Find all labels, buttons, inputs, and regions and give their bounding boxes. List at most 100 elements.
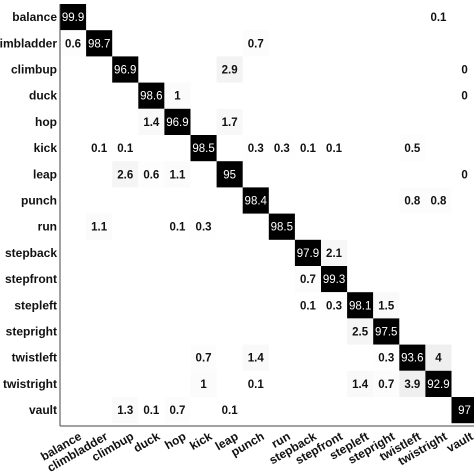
heatmap-cell-vault-hop [164, 397, 191, 424]
heatmap-cell-run-hop [164, 213, 191, 240]
y-tick-label-stepright: stepright [6, 325, 57, 339]
cell-value-label: 96.9 [114, 65, 136, 77]
heatmap-cell-kick-twistleft [399, 135, 426, 162]
cell-value-label: 1.4 [352, 379, 369, 391]
heatmap-cell-leap-leap [216, 161, 243, 188]
cell-value-label: 0.1 [430, 12, 447, 24]
y-tick-label-duck: duck [29, 89, 57, 103]
y-tick-label-vault: vault [29, 403, 57, 417]
cell-value-label: 1 [200, 379, 207, 391]
cell-value-label: 1.1 [169, 169, 186, 181]
heatmap-cell-duck-hop [164, 82, 191, 109]
heatmap-cell-leap-vault [451, 161, 474, 188]
y-tick-label-climbup: climbup [11, 63, 57, 77]
y-tick-label-kick: kick [34, 141, 58, 155]
cell-value-label: 1.5 [378, 300, 395, 312]
cell-value-label: 0.1 [326, 143, 343, 155]
heatmap-cell-stepright-stepleft [347, 318, 374, 345]
cell-value-label: 0.3 [196, 222, 212, 234]
cell-value-label: 92.9 [427, 379, 449, 391]
heatmap-cell-twistright-stepleft [347, 370, 374, 397]
y-tick-label-twistright: twistright [3, 377, 57, 391]
heatmap-cell-kick-kick [190, 135, 217, 162]
heatmap-cell-kick-punch [242, 135, 269, 162]
heatmap-cell-vault-leap [216, 397, 243, 424]
cell-value-label: 1.3 [117, 405, 133, 417]
y-tick-label-climbladder: climbladder [0, 36, 57, 50]
heatmap-cell-kick-climbup [112, 135, 139, 162]
cell-value-label: 2.6 [117, 169, 133, 181]
heatmap-cell-twistright-twistleft [399, 370, 426, 397]
heatmap-cell-climbladder-balance [60, 30, 87, 57]
heatmap-cell-punch-punch [242, 187, 269, 214]
heatmap-cell-twistleft-twistleft [399, 344, 426, 371]
cell-value-label: 1.1 [91, 222, 108, 234]
y-tick-label-twistleft: twistleft [12, 351, 57, 365]
cell-value-label: 0.5 [404, 143, 421, 155]
cell-value-label: 0.7 [300, 274, 316, 286]
heatmap-cell-stepleft-stepright [373, 292, 400, 319]
cell-value-label: 2.5 [352, 327, 369, 339]
cell-value-label: 0.7 [248, 38, 264, 50]
cell-value-label: 93.6 [401, 353, 423, 365]
heatmap-cell-twistleft-stepright [373, 344, 400, 371]
y-tick-label-punch: punch [21, 194, 57, 208]
cell-value-label: 98.5 [271, 222, 293, 234]
heatmap-cell-stepfront-stepfront [321, 266, 348, 293]
heatmap-cell-twistright-stepright [373, 370, 400, 397]
heatmap-cell-climbladder-climbladder [86, 30, 113, 57]
cell-value-label: 0.1 [222, 405, 239, 417]
cell-value-label: 0.1 [248, 379, 265, 391]
cell-value-label: 95 [223, 169, 236, 181]
cell-value-label: 0.1 [300, 143, 317, 155]
heatmap-cell-climbup-vault [451, 56, 474, 83]
cell-value-label: 0 [461, 169, 467, 181]
cell-value-label: 0 [461, 91, 467, 103]
heatmap-cell-twistright-kick [190, 370, 217, 397]
heatmap-cell-kick-climbladder [86, 135, 113, 162]
heatmap-cell-run-run [268, 213, 295, 240]
cell-value-label: 0.1 [300, 300, 317, 312]
y-tick-label-hop: hop [35, 115, 57, 129]
cell-value-label: 0.6 [65, 38, 81, 50]
cell-value-label: 4 [435, 353, 442, 365]
heatmap-cell-vault-duck [138, 397, 165, 424]
heatmap-cell-twistright-punch [242, 370, 269, 397]
cell-value-label: 96.9 [166, 117, 188, 129]
cell-value-label: 98.4 [245, 196, 268, 208]
cell-value-label: 98.6 [140, 91, 162, 103]
cell-value-label: 0.7 [196, 353, 212, 365]
cell-value-label: 0.6 [143, 169, 159, 181]
heatmap-cell-twistleft-kick [190, 344, 217, 371]
y-axis-tick-labels: balance climbladder climbup duck hop kick leap… [0, 10, 57, 417]
heatmap-cell-run-climbladder [86, 213, 113, 240]
heatmap-cell-climbup-leap [216, 56, 243, 83]
heatmap-cell-duck-vault [451, 82, 474, 109]
y-tick-label-stepleft: stepleft [14, 298, 57, 312]
cell-value-label: 98.5 [192, 143, 214, 155]
cell-value-label: 0.7 [378, 379, 394, 391]
y-tick-label-run: run [38, 220, 57, 234]
cell-value-label: 97 [458, 405, 471, 417]
y-tick-label-balance: balance [12, 10, 57, 24]
cell-value-label: 0.1 [143, 405, 160, 417]
heatmap-cell-stepleft-stepfront [321, 292, 348, 319]
heatmap-cell-punch-twistleft [399, 187, 426, 214]
cell-value-label: 99.3 [323, 274, 345, 286]
heatmap-cell-stepfront-stepback [294, 266, 321, 293]
heatmap-cell-vault-climbup [112, 397, 139, 424]
heatmap-cell-twistright-twistright [425, 370, 452, 397]
cell-value-label: 0.1 [91, 143, 108, 155]
cell-value-label: 0.3 [326, 300, 342, 312]
heatmap-cell-twistleft-twistright [425, 344, 452, 371]
cell-value-label: 99.9 [62, 12, 84, 24]
cell-value-label: 0.8 [430, 196, 447, 208]
heatmap-cell-hop-duck [138, 108, 165, 135]
cell-value-label: 97.9 [297, 248, 319, 260]
heatmap-cell-run-kick [190, 213, 217, 240]
heatmap-cell-leap-duck [138, 161, 165, 188]
cell-value-label: 98.7 [88, 38, 110, 50]
heatmap-cell-punch-twistright [425, 187, 452, 214]
heatmap-cell-balance-balance [60, 4, 87, 31]
